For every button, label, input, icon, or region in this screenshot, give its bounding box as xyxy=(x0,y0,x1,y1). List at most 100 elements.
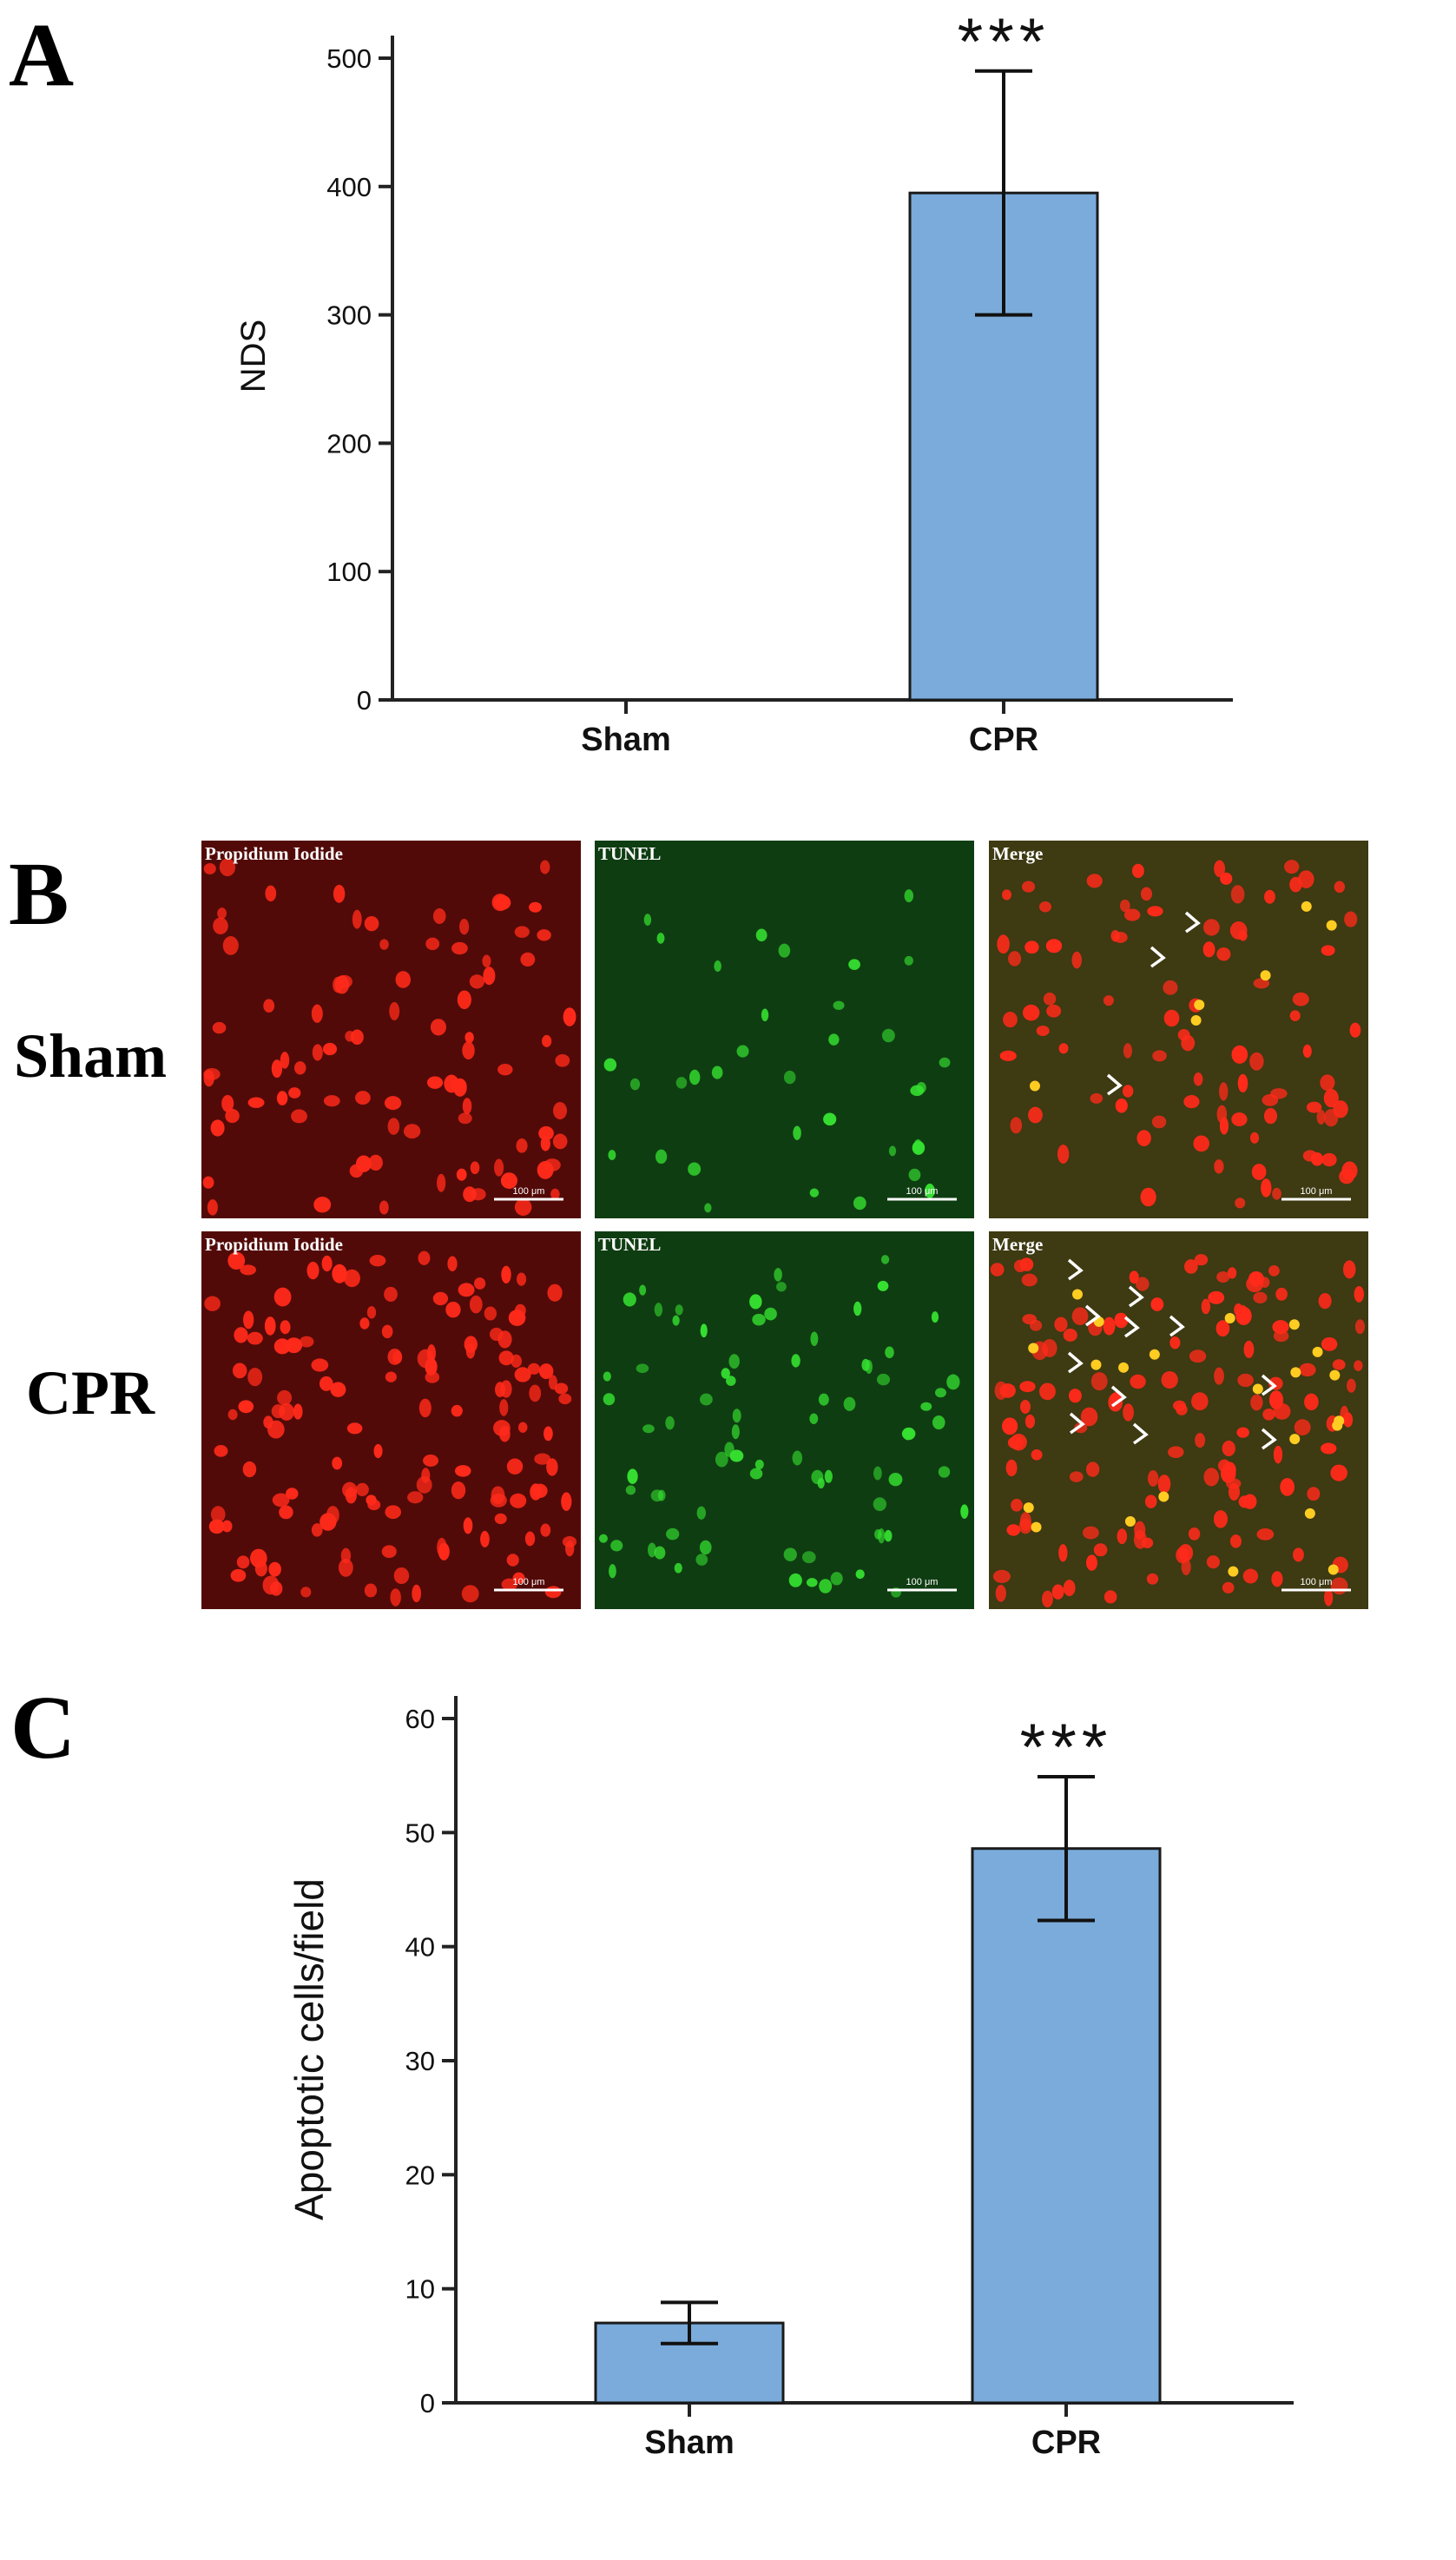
pi-nucleus xyxy=(1183,1095,1200,1109)
pi-nucleus xyxy=(1063,1329,1077,1342)
pi-nucleus xyxy=(276,1091,288,1105)
pi-nucleus xyxy=(345,1030,355,1042)
pi-nucleus xyxy=(1151,1115,1167,1129)
apoptosis-arrow xyxy=(1132,1422,1149,1445)
tunel-nucleus xyxy=(884,1529,893,1542)
pi-nucleus xyxy=(280,1320,291,1335)
pi-nucleus xyxy=(1019,1400,1031,1415)
tunel-nucleus xyxy=(609,1564,616,1579)
pi-nucleus xyxy=(1043,992,1057,1006)
pi-nucleus xyxy=(1307,1487,1321,1501)
pi-nucleus xyxy=(497,1064,513,1076)
tunel-nucleus xyxy=(721,1368,730,1379)
micrograph-cpr-1: TUNEL 100 μm xyxy=(595,1231,974,1609)
pi-nucleus xyxy=(1324,1588,1334,1607)
tunel-nucleus xyxy=(688,1069,701,1085)
tunel-nucleus xyxy=(809,1188,820,1198)
pi-nucleus xyxy=(222,936,239,955)
tunel-nucleus xyxy=(732,1409,741,1423)
tunel-nucleus xyxy=(910,1085,925,1097)
tunel-nucleus xyxy=(946,1374,960,1390)
apoptosis-arrow xyxy=(1067,1351,1084,1374)
pi-nucleus xyxy=(512,1572,525,1584)
pi-nucleus xyxy=(1193,1135,1209,1152)
pi-nucleus xyxy=(447,1256,458,1272)
pi-nucleus xyxy=(342,1481,358,1498)
pi-nucleus xyxy=(1189,1349,1207,1363)
pi-nucleus xyxy=(311,1523,323,1537)
pi-nucleus xyxy=(393,1567,410,1585)
pi-nucleus xyxy=(1007,1436,1024,1449)
tunel-nucleus xyxy=(904,889,914,903)
pi-nucleus xyxy=(1036,1025,1050,1037)
apoptosis-arrow xyxy=(1261,1374,1277,1396)
pi-nucleus xyxy=(1002,1417,1018,1435)
tunel-nucleus xyxy=(598,1534,608,1543)
pi-nucleus xyxy=(554,1382,569,1395)
pi-nucleus xyxy=(1238,930,1248,941)
microscopy-grid: Propidium Iodide 100 μm TUNEL 100 μm Merge 10… xyxy=(201,841,1368,1609)
pi-nucleus xyxy=(990,1263,1005,1277)
pi-nucleus xyxy=(517,1422,528,1433)
tunel-nucleus xyxy=(865,1359,873,1375)
tunel-nucleus xyxy=(873,1497,886,1512)
pi-nucleus xyxy=(1194,1254,1209,1266)
y-tick-label: 200 xyxy=(326,428,372,459)
pi-nucleus xyxy=(373,1443,383,1459)
tunel-nucleus xyxy=(736,1045,749,1058)
tunel-nucleus xyxy=(932,1415,945,1430)
micrograph-sham-0: Propidium Iodide 100 μm xyxy=(201,841,581,1218)
pi-nucleus xyxy=(1292,992,1309,1006)
pi-nucleus xyxy=(461,1585,479,1603)
pi-nucleus xyxy=(1214,1367,1224,1385)
merged-nucleus xyxy=(1158,1491,1169,1502)
pi-nucleus xyxy=(1130,1374,1146,1389)
pi-nucleus xyxy=(1054,1316,1068,1332)
tunel-nucleus xyxy=(903,1428,912,1441)
pi-nucleus xyxy=(1039,1382,1056,1401)
y-tick-label: 60 xyxy=(405,1704,435,1734)
pi-nucleus xyxy=(268,1561,281,1577)
pi-nucleus xyxy=(381,1324,393,1339)
pi-nucleus xyxy=(338,1558,353,1577)
pi-nucleus xyxy=(1038,901,1052,913)
pi-nucleus xyxy=(340,1547,352,1564)
tunel-nucleus xyxy=(939,1057,951,1068)
micrograph-title: Propidium Iodide xyxy=(205,843,343,864)
pi-nucleus xyxy=(552,1102,568,1120)
y-tick-label: 300 xyxy=(326,300,372,331)
pi-nucleus xyxy=(542,1034,552,1047)
pi-nucleus xyxy=(1321,1442,1337,1455)
pi-nucleus xyxy=(1011,1498,1023,1512)
tunel-nucleus xyxy=(724,1442,735,1457)
pi-nucleus xyxy=(1302,1150,1317,1162)
pi-nucleus xyxy=(1318,1292,1332,1310)
pi-nucleus xyxy=(432,1291,449,1306)
apoptosis-arrow xyxy=(1128,1285,1144,1308)
pi-nucleus xyxy=(1306,1101,1322,1113)
tunel-nucleus xyxy=(695,1554,708,1566)
tunel-nucleus xyxy=(627,1468,638,1484)
scale-bar-label: 100 μm xyxy=(1301,1186,1333,1197)
pi-nucleus xyxy=(1249,1052,1264,1071)
pi-nucleus xyxy=(1280,1477,1295,1496)
pi-nucleus xyxy=(221,1520,233,1533)
pi-nucleus xyxy=(1323,1088,1339,1108)
pi-nucleus xyxy=(1253,1291,1268,1303)
tunel-nucleus xyxy=(749,1468,763,1480)
tunel-nucleus xyxy=(714,960,721,973)
merged-nucleus xyxy=(1149,1349,1160,1360)
pi-nucleus xyxy=(506,1458,524,1475)
pi-nucleus xyxy=(1222,1440,1235,1457)
pi-nucleus xyxy=(532,1483,548,1498)
pi-nucleus xyxy=(1229,1534,1242,1548)
pi-nucleus xyxy=(1237,1304,1248,1323)
pi-nucleus xyxy=(221,1094,234,1112)
pi-nucleus xyxy=(311,1004,323,1023)
pi-nucleus xyxy=(1243,1340,1255,1358)
pi-nucleus xyxy=(425,1371,440,1383)
y-tick-label: 50 xyxy=(405,1818,435,1848)
tunel-nucleus xyxy=(749,1294,762,1310)
pi-nucleus xyxy=(456,1168,467,1181)
tunel-nucleus xyxy=(761,1008,769,1022)
